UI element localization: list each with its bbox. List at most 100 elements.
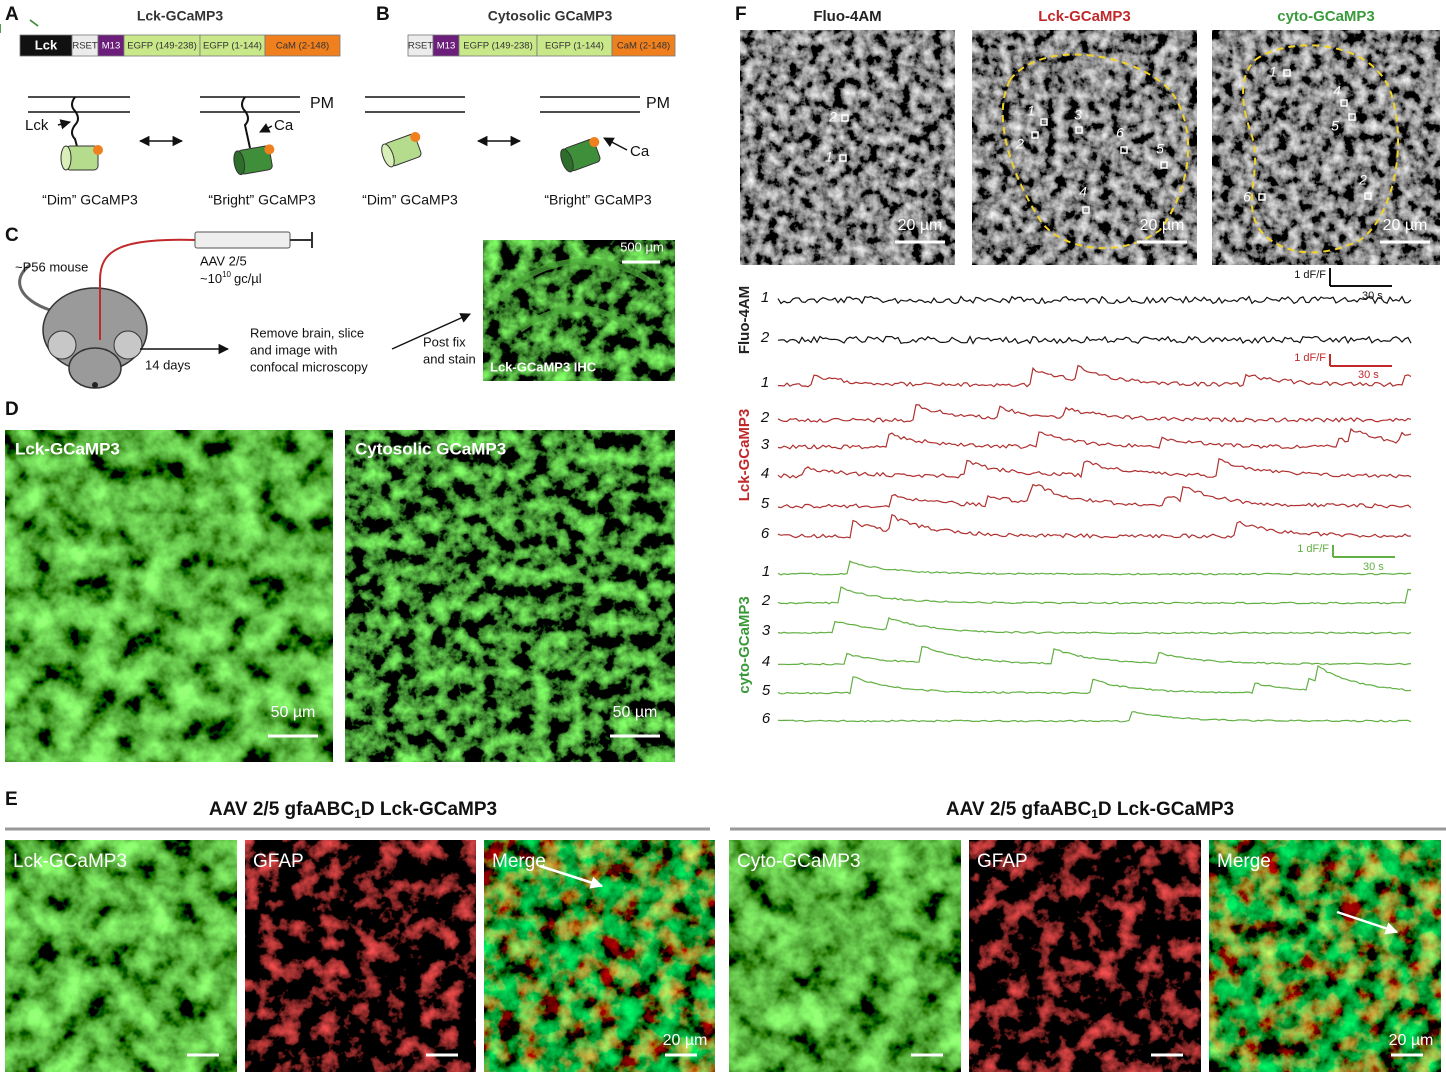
cam — [93, 145, 103, 155]
trace-label: 3 — [762, 622, 771, 639]
scale-label: 500 µm — [620, 239, 664, 254]
trace-label: 3 — [761, 436, 770, 453]
construct-label: M13 — [102, 41, 120, 52]
trace-label: 5 — [761, 495, 770, 512]
roi — [839, 154, 847, 162]
scale-label: 1 dF/F — [1297, 543, 1329, 555]
image-title: cyto-GCaMP3 — [1277, 8, 1375, 25]
construct-segment — [611, 34, 676, 57]
scale-label: 50 µm — [271, 704, 316, 721]
construct-label: CaM (2-148) — [617, 41, 670, 52]
roi-label: 4 — [1333, 83, 1341, 99]
roi — [1075, 126, 1083, 134]
trace-label: 1 — [761, 289, 769, 306]
construct-label: RSET — [72, 41, 98, 52]
trace — [777, 295, 1412, 305]
roi — [1258, 193, 1266, 201]
label: “Dim” GCaMP3 — [362, 192, 458, 208]
panel-letter: C — [5, 225, 19, 246]
trace-label: 5 — [762, 682, 771, 699]
trace — [777, 616, 1412, 635]
label: “Dim” GCaMP3 — [42, 192, 138, 208]
scale-label: 1 dF/F — [1294, 269, 1326, 281]
image-label: Merge — [1217, 851, 1271, 872]
sensor — [233, 144, 275, 176]
roi-label: 5 — [1331, 118, 1339, 134]
roi-label: 1 — [825, 149, 833, 165]
panel-letter: B — [376, 4, 390, 25]
roi — [1348, 113, 1356, 121]
scale-label: 20 µm — [1140, 217, 1185, 234]
panel-letter: A — [5, 4, 19, 25]
construct-label: EGFP (149-238) — [463, 41, 533, 52]
image-label: GFAP — [977, 851, 1028, 872]
lck-anchor — [241, 96, 251, 149]
trace — [778, 364, 1412, 388]
roi-label: 4 — [1079, 184, 1087, 200]
construct-label: EGFP (149-238) — [127, 41, 197, 52]
trace-label: 6 — [761, 525, 770, 542]
roi-label: 6 — [1243, 189, 1251, 205]
construct-label: EGFP (1-144) — [545, 41, 604, 52]
trace-label: 1 — [762, 563, 770, 580]
sensor — [60, 145, 103, 171]
mouse-nose — [92, 382, 98, 388]
label: and image with — [250, 342, 337, 357]
panel-letter: E — [5, 789, 18, 810]
title-part: D Lck-GCaMP3 — [1098, 799, 1234, 820]
label: ~P56 mouse — [15, 259, 88, 274]
lck-anchor — [71, 96, 79, 151]
roi-label: 6 — [1116, 125, 1124, 141]
scale-label: 30 s — [1363, 561, 1384, 573]
roi — [1082, 206, 1090, 214]
sensor-end — [381, 143, 395, 168]
label: “Bright” GCaMP3 — [208, 192, 316, 208]
label: PM — [310, 95, 334, 112]
pointer — [539, 864, 604, 889]
label: “Bright” GCaMP3 — [544, 192, 652, 208]
image-label: GFAP — [253, 851, 304, 872]
title-subscript: 1 — [1091, 807, 1098, 821]
roi — [1340, 99, 1348, 107]
trace-label: 4 — [761, 465, 769, 482]
roi-label: 2 — [1358, 172, 1367, 188]
syringe — [194, 231, 291, 249]
roi — [1040, 118, 1048, 126]
roi — [1160, 161, 1168, 169]
label: Lck-GCaMP3 — [15, 439, 120, 458]
scale-label: 20 µm — [1383, 217, 1428, 234]
glow — [29, 19, 39, 27]
panel-title: Cytosolic GCaMP3 — [488, 8, 613, 24]
construct-label: EGFP (1-144) — [203, 41, 262, 52]
panel-letter: F — [735, 4, 747, 25]
micrograph — [740, 30, 955, 265]
image-title: Lck-GCaMP3 — [1038, 8, 1131, 25]
micrograph — [972, 30, 1197, 265]
image-label: Cyto-GCaMP3 — [737, 851, 861, 872]
sensor-end — [60, 145, 72, 171]
mouse-ear — [113, 330, 143, 360]
trace — [777, 645, 1412, 666]
micrograph — [1209, 840, 1441, 1072]
trace-label: 6 — [762, 710, 771, 727]
roi-label: 2 — [1015, 136, 1024, 152]
micrograph — [5, 430, 333, 762]
trace-label: 2 — [760, 329, 770, 346]
trace-label: 1 — [761, 374, 769, 391]
needle-tube — [99, 238, 196, 340]
roi — [1120, 146, 1128, 154]
scale-label: 20 µm — [898, 217, 943, 234]
region-outline — [1001, 53, 1190, 250]
roi — [1283, 69, 1291, 77]
roi-label: 5 — [1156, 141, 1164, 157]
trace — [777, 586, 1412, 605]
process-arrow — [391, 313, 471, 350]
scale-label: 30 s — [1358, 369, 1379, 381]
group-title: AAV 2/5 gfaABC1D Lck-GCaMP3 — [946, 799, 1234, 821]
pointer — [259, 123, 273, 133]
label: PM — [646, 95, 670, 112]
title-part: AAV 2/5 gfaABC — [209, 799, 355, 820]
trace-label: 4 — [762, 653, 770, 670]
pointer — [1336, 910, 1399, 935]
